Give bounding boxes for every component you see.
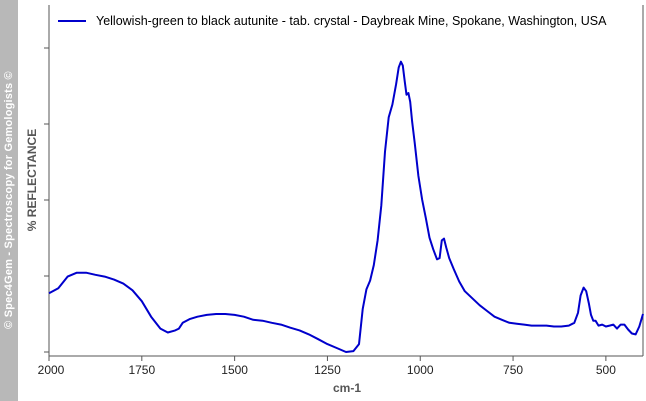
chart-axes (48, 5, 644, 357)
legend: Yellowish-green to black autunite - tab.… (58, 14, 607, 28)
x-tick-label: 500 (596, 363, 616, 377)
x-tick-label: 1750 (128, 363, 155, 377)
x-tick-label: 1000 (407, 363, 434, 377)
x-tick-label: 1500 (221, 363, 248, 377)
y-axis-title: % REFLECTANCE (25, 129, 39, 231)
x-tick-group: 2000 1750 1500 1250 1000 750 500 (38, 356, 616, 377)
x-tick-label: 1250 (314, 363, 341, 377)
spectrum-line (48, 60, 644, 353)
x-axis-title: cm-1 (333, 381, 361, 395)
x-tick-label: 750 (503, 363, 523, 377)
y-tick-group (44, 47, 49, 353)
watermark-bar: © Spec4Gem - Spectroscopy for Gemologist… (0, 0, 18, 401)
x-tick-label: 2000 (38, 363, 65, 377)
legend-label: Yellowish-green to black autunite - tab.… (96, 14, 607, 28)
